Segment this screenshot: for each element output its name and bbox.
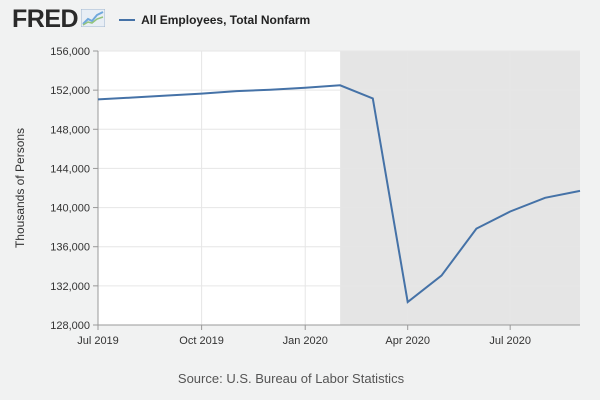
fred-logo[interactable]: FRED bbox=[12, 5, 79, 33]
y-tick-label: 128,000 bbox=[50, 320, 90, 332]
legend-swatch bbox=[119, 19, 136, 21]
y-tick-label: 132,000 bbox=[50, 281, 90, 293]
x-tick-label: Jul 2019 bbox=[77, 335, 119, 347]
legend-item[interactable]: All Employees, Total Nonfarm bbox=[119, 13, 310, 27]
x-tick-label: Jul 2020 bbox=[489, 335, 531, 347]
y-axis: 128,000 132,000 136,000 140,000 144,000 148,0… bbox=[50, 46, 99, 332]
y-tick-label: 144,000 bbox=[50, 163, 90, 175]
y-tick-label: 140,000 bbox=[50, 203, 90, 215]
chart-header: FRED All Employees, Total Nonfarm bbox=[12, 6, 310, 32]
x-tick-label: Jan 2020 bbox=[283, 335, 328, 347]
x-axis: Jul 2019 Oct 2019 Jan 2020 Apr 2020 Jul 2020 bbox=[77, 324, 580, 347]
y-tick-label: 148,000 bbox=[50, 124, 90, 136]
x-tick-label: Oct 2019 bbox=[179, 335, 224, 347]
x-tick-label: Apr 2020 bbox=[385, 335, 430, 347]
y-tick-label: 156,000 bbox=[50, 46, 90, 58]
legend-label: All Employees, Total Nonfarm bbox=[141, 13, 311, 27]
source-note: Source: U.S. Bureau of Labor Statistics bbox=[178, 371, 405, 386]
y-tick-label: 152,000 bbox=[50, 85, 90, 97]
recession-shading bbox=[340, 51, 580, 325]
series-line[interactable] bbox=[97, 84, 581, 304]
y-axis-title: Thousands of Persons bbox=[13, 128, 27, 248]
y-tick-label: 136,000 bbox=[50, 242, 90, 254]
